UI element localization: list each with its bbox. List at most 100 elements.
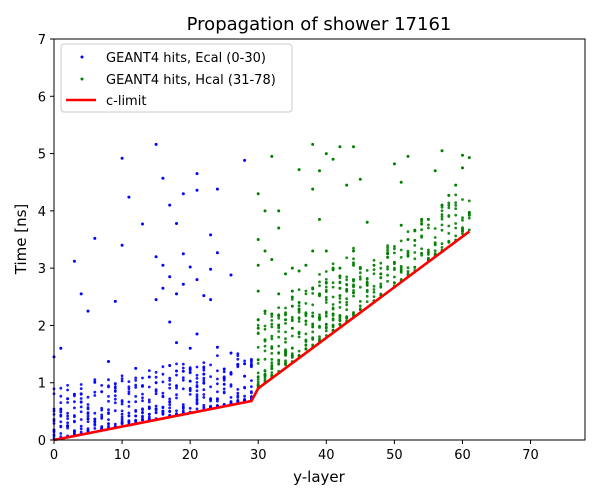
- cluster-point-hcal-379: [427, 226, 430, 230]
- cluster-point-hcal-370: [427, 253, 430, 256]
- cluster-point-hcal-278: [358, 275, 362, 279]
- y-tick-label-1: 1: [38, 377, 46, 392]
- data-point-0-7: [93, 236, 97, 240]
- cluster-point-ecal-266: [181, 387, 185, 391]
- data-point-1-70: [447, 193, 451, 197]
- cluster-point-ecal-129: [113, 422, 117, 426]
- cluster-point-hcal-287: [365, 288, 369, 292]
- cluster-point-ecal-400: [243, 359, 247, 363]
- data-point-1-1: [256, 238, 260, 241]
- data-point-0-20: [161, 176, 165, 180]
- cluster-point-hcal-289: [365, 281, 369, 285]
- cluster-point-hcal-52: [270, 361, 274, 365]
- cluster-point-hcal-132: [304, 314, 308, 318]
- cluster-point-ecal-21: [59, 414, 63, 418]
- cluster-point-ecal-158: [127, 414, 131, 418]
- cluster-point-hcal-2: [256, 345, 260, 349]
- cluster-point-hcal-415: [454, 213, 458, 217]
- cluster-point-hcal-121: [297, 307, 301, 311]
- cluster-point-ecal-54: [73, 414, 76, 417]
- cluster-point-hcal-315: [386, 273, 389, 277]
- cluster-point-hcal-131: [304, 292, 308, 296]
- cluster-point-ecal-93: [93, 422, 97, 426]
- cluster-point-hcal-42: [270, 358, 274, 361]
- cluster-point-ecal-179: [134, 395, 138, 398]
- cluster-point-hcal-316: [386, 246, 389, 250]
- y-tick-label-4: 4: [38, 205, 46, 220]
- cluster-point-hcal-285: [365, 277, 369, 281]
- data-point-1-56: [379, 272, 383, 276]
- cluster-point-hcal-216: [338, 300, 342, 304]
- data-point-0-6: [86, 309, 90, 313]
- cluster-point-ecal-231: [161, 394, 165, 398]
- y-axis-label: Time [ns]: [12, 204, 30, 276]
- cluster-point-hcal-22: [263, 357, 267, 361]
- cluster-point-ecal-139: [113, 409, 117, 413]
- cluster-point-ecal-183: [141, 376, 144, 380]
- cluster-point-ecal-38: [66, 401, 69, 404]
- cluster-point-hcal-235: [345, 256, 349, 260]
- cluster-point-hcal-295: [372, 268, 376, 272]
- cluster-point-hcal-291: [372, 284, 376, 288]
- cluster-point-ecal-18: [59, 420, 63, 424]
- cluster-point-hcal-265: [352, 289, 355, 292]
- data-point-0-10: [120, 156, 124, 160]
- cluster-point-ecal-242: [168, 383, 172, 386]
- cluster-point-hcal-79: [284, 313, 287, 317]
- data-point-0-16: [147, 375, 151, 379]
- cluster-point-hcal-299: [372, 272, 376, 276]
- cluster-point-hcal-215: [331, 307, 335, 311]
- cluster-point-hcal-64: [277, 314, 281, 317]
- data-point-0-18: [154, 255, 158, 259]
- legend: GEANT4 hits, Ecal (0-30) GEANT4 hits, Hc…: [60, 43, 293, 113]
- data-point-0-45: [215, 187, 219, 191]
- cluster-point-hcal-273: [358, 277, 362, 281]
- cluster-point-hcal-105: [290, 318, 294, 321]
- cluster-point-ecal-187: [141, 385, 144, 388]
- data-point-1-3: [256, 289, 260, 293]
- cluster-point-hcal-61: [277, 330, 281, 333]
- cluster-point-hcal-188: [324, 301, 328, 304]
- cluster-point-ecal-300: [195, 395, 199, 399]
- cluster-point-ecal-91: [93, 381, 97, 384]
- cluster-point-ecal-69: [79, 424, 83, 428]
- data-point-0-42: [209, 233, 213, 237]
- cluster-point-hcal-279: [358, 304, 362, 308]
- cluster-point-hcal-209: [331, 268, 335, 272]
- cluster-point-hcal-275: [358, 300, 362, 303]
- cluster-point-ecal-418: [250, 379, 253, 382]
- cluster-point-ecal-269: [181, 366, 185, 370]
- cluster-point-hcal-331: [399, 248, 403, 252]
- cluster-point-ecal-24: [59, 401, 63, 404]
- cluster-point-hcal-409: [447, 201, 451, 205]
- cluster-point-hcal-365: [420, 220, 423, 223]
- cluster-point-ecal-293: [188, 387, 192, 391]
- cluster-point-ecal-126: [113, 397, 117, 401]
- cluster-point-hcal-388: [433, 236, 437, 239]
- cluster-point-ecal-42: [73, 394, 76, 398]
- cluster-point-ecal-209: [147, 412, 151, 416]
- cluster-point-ecal-59: [79, 427, 83, 431]
- cluster-point-hcal-184: [324, 314, 328, 318]
- data-point-1-51: [358, 177, 362, 181]
- cluster-point-ecal-234: [161, 372, 165, 376]
- data-point-0-26: [168, 364, 172, 367]
- cluster-point-hcal-161: [311, 343, 315, 347]
- cluster-point-hcal-75: [284, 330, 287, 334]
- cluster-point-ecal-251: [168, 376, 172, 380]
- cluster-point-ecal-121: [107, 395, 110, 398]
- data-point-1-32: [311, 249, 315, 253]
- cluster-point-hcal-317: [386, 267, 389, 271]
- cluster-point-hcal-190: [324, 270, 328, 273]
- cluster-point-ecal-63: [79, 383, 83, 386]
- cluster-point-ecal-336: [216, 354, 219, 357]
- cluster-point-hcal-176: [318, 326, 321, 329]
- cluster-point-hcal-406: [447, 215, 451, 218]
- cluster-point-hcal-34: [263, 324, 267, 328]
- data-point-1-48: [352, 145, 355, 149]
- data-point-0-23: [168, 203, 172, 207]
- cluster-point-hcal-318: [386, 279, 389, 283]
- axes: [53, 38, 586, 441]
- data-point-0-49: [229, 273, 233, 277]
- data-point-1-22: [290, 266, 294, 270]
